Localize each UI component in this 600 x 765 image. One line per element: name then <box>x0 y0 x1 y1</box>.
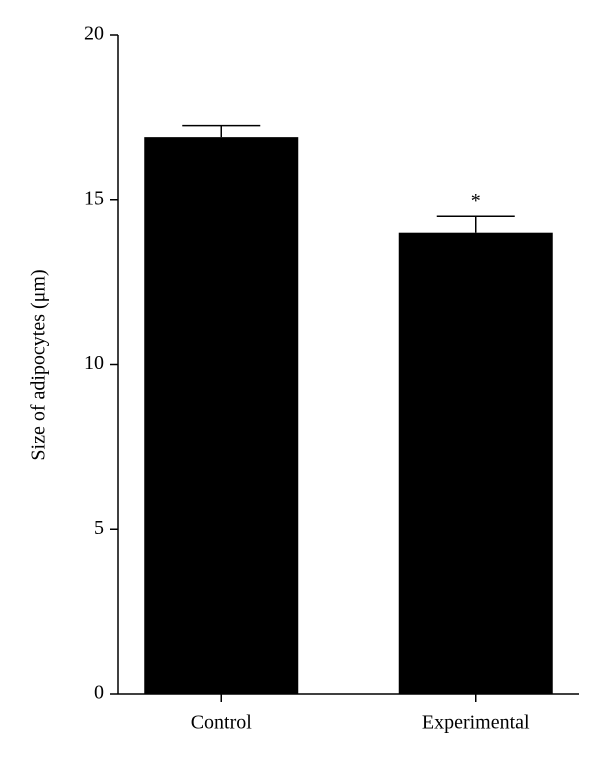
y-axis-label: Size of adipocytes (μm) <box>28 269 50 460</box>
bar <box>398 232 553 694</box>
x-tick-label: Experimental <box>422 712 530 734</box>
y-tick-label: 5 <box>94 517 104 539</box>
x-tick-label: Control <box>191 712 253 734</box>
y-tick-label: 10 <box>84 352 104 374</box>
bar <box>144 137 299 694</box>
y-tick-label: 0 <box>94 682 104 704</box>
annotation: * <box>471 190 481 212</box>
y-tick-label: 20 <box>84 23 104 45</box>
y-tick-label: 15 <box>84 187 104 209</box>
